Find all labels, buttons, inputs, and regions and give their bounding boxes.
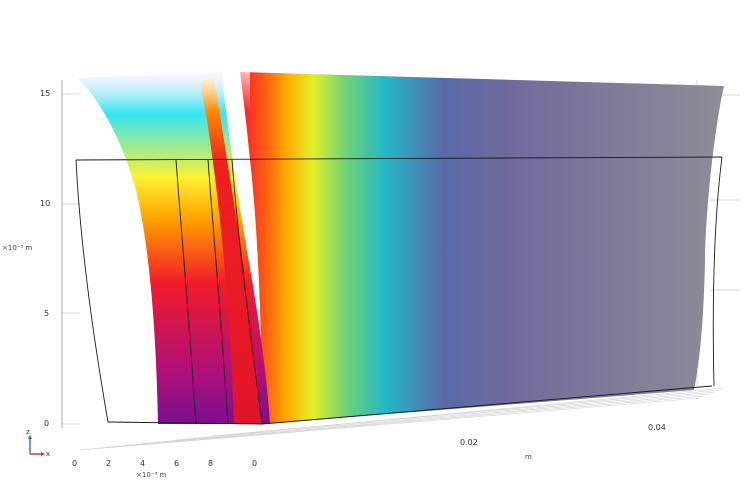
wire-inner-3 (231, 159, 263, 425)
result-surface-strip (200, 76, 262, 424)
wire-left-edge (75, 159, 109, 423)
x-tick-label: 0.04 (648, 423, 666, 432)
x-tick-label: 0.02 (460, 438, 478, 447)
result-surface-main (240, 72, 724, 424)
z-tick-label: 0 (44, 419, 50, 428)
axis-triad-icon: z x (22, 428, 54, 460)
wireframe (75, 156, 723, 425)
floor-line (79, 431, 263, 451)
z-axis-unit: ×10⁻³ m (2, 244, 33, 252)
z-tick-label: 15 (40, 89, 51, 98)
floor-line (139, 393, 711, 445)
wire-top-back (75, 156, 723, 161)
floor-line (79, 397, 701, 451)
floor-line (175, 391, 716, 441)
y-axis-unit: ×10⁻³ m (136, 471, 167, 479)
y-tick-label: 8 (208, 459, 214, 468)
wire-inner-2 (207, 159, 229, 425)
wire-inner-1 (175, 159, 197, 425)
triad-x-label: x (46, 450, 51, 458)
floor-grid (79, 387, 725, 451)
y-tick-label: 0 (72, 459, 78, 468)
floor-line (109, 395, 706, 448)
y-tick-label: 4 (140, 459, 146, 468)
z-tick-label: 10 (40, 199, 51, 208)
wire-right-edge (712, 156, 723, 387)
floor-line (255, 387, 725, 433)
x-axis-unit: m (525, 453, 532, 461)
triad-z-label: z (26, 428, 30, 436)
y-tick-label: 0 (252, 459, 258, 468)
top-fade (70, 70, 250, 110)
y-tick-label: 6 (174, 459, 180, 468)
z-tick-label: 5 (44, 309, 50, 318)
y-tick-label: 2 (106, 459, 112, 468)
